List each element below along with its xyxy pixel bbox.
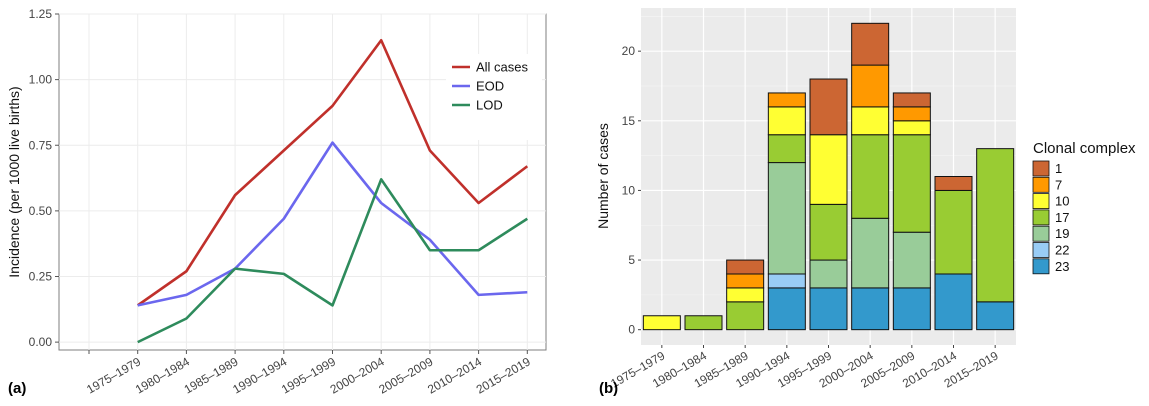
- panel-b-x-ticks: 1975–19791980–19841985–19891990–19941995…: [608, 345, 1001, 391]
- y-tick-label: 0: [628, 323, 635, 337]
- y-tick-label: 0.00: [29, 335, 53, 349]
- bar-segment-cc-23: [976, 301, 1015, 331]
- bar-segment-cc-1: [892, 92, 931, 108]
- x-tick-label: 1980–1984: [133, 354, 192, 396]
- bar-segment-cc-19: [851, 217, 890, 289]
- x-tick-label: 1995–1999: [279, 354, 338, 396]
- legend-label: 19: [1055, 226, 1069, 241]
- x-tick-label: 2010–2014: [425, 354, 484, 396]
- panel-a-y-axis-title: Incidence (per 1000 live births): [6, 86, 22, 277]
- legend-label: 22: [1055, 243, 1069, 258]
- panel-b-y-axis-title: Number of cases: [595, 123, 611, 229]
- legend-swatch: [1032, 160, 1050, 177]
- series-line-eod: [137, 141, 528, 307]
- panel-b-y-ticks: 0 5 10 15 20: [622, 44, 641, 337]
- bar-segment-cc-10: [851, 106, 890, 136]
- panel-a-legend-box: [446, 54, 542, 140]
- bar-segment-cc-23: [892, 287, 931, 331]
- legend-label: 1: [1055, 161, 1062, 176]
- panel-a-label: (a): [8, 380, 26, 397]
- y-tick-label: 10: [622, 183, 636, 197]
- bar-segment-cc-17: [684, 315, 723, 331]
- bar-segment-cc-17: [851, 134, 890, 219]
- legend-label: LOD: [476, 98, 503, 113]
- bar-segment-cc-19: [892, 231, 931, 289]
- bar-segment-cc-1: [851, 22, 890, 66]
- legend-label: 10: [1055, 194, 1069, 209]
- panel-a-legend: All cases EOD LOD: [446, 54, 542, 140]
- bar-segment-cc-10: [642, 315, 681, 331]
- panel-a: 0.00 0.25 0.50 0.75 1.00 1.25 1975–19791980–1…: [6, 7, 547, 397]
- legend-swatch: [1032, 225, 1050, 242]
- x-tick-label: 2000–2004: [328, 354, 387, 396]
- bar-segment-cc-7: [767, 92, 806, 108]
- panel-b-label: (b): [599, 380, 618, 397]
- bar-segment-cc-10: [892, 120, 931, 136]
- x-tick-label: 1990–1994: [230, 354, 289, 396]
- bar-segment-cc-7: [892, 106, 931, 122]
- y-tick-label: 15: [622, 114, 636, 128]
- bar-segment-cc-17: [934, 189, 973, 275]
- y-tick-label: 20: [622, 44, 636, 58]
- panel-b-bars: [642, 22, 1015, 331]
- y-tick-label: 0.50: [29, 204, 53, 218]
- bar-segment-cc-23: [767, 287, 806, 331]
- y-tick-label: 0.25: [29, 270, 53, 284]
- legend-swatch: [1032, 242, 1050, 258]
- y-tick-label: 1.25: [29, 7, 53, 21]
- bar-segment-cc-22: [767, 273, 806, 289]
- y-tick-label: 1.00: [29, 73, 53, 87]
- y-tick-label: 0.75: [29, 138, 53, 152]
- bar-segment-cc-7: [851, 64, 890, 108]
- panel-b: 0 5 10 15 20 1975–19791980–19841985–19891990…: [595, 8, 1136, 397]
- bar-segment-cc-17: [809, 203, 848, 261]
- x-tick-label: 2015–2019: [474, 354, 533, 396]
- legend-label: All cases: [476, 60, 529, 75]
- bar-segment-cc-1: [809, 78, 848, 136]
- x-tick-label: 1985–1989: [182, 354, 241, 396]
- bar-segment-cc-1: [726, 259, 765, 275]
- bar-segment-cc-17: [726, 301, 765, 331]
- bar-segment-cc-7: [726, 273, 765, 289]
- legend-label: 23: [1055, 259, 1069, 274]
- bar-segment-cc-19: [767, 162, 806, 275]
- x-tick-label: 2005–2009: [376, 354, 435, 396]
- panel-a-y-ticks: 0.00 0.25 0.50 0.75 1.00 1.25: [29, 7, 59, 349]
- bar-segment-cc-1: [934, 176, 973, 191]
- bar-segment-cc-10: [809, 134, 848, 205]
- bar-segment-cc-17: [976, 148, 1015, 303]
- bar-segment-cc-23: [851, 287, 890, 331]
- legend-label: EOD: [476, 79, 504, 94]
- bar-segment-cc-10: [726, 287, 765, 303]
- legend-swatch: [1032, 209, 1050, 226]
- panel-b-legend-title: Clonal complex: [1033, 140, 1136, 157]
- bar-segment-cc-23: [934, 273, 973, 331]
- bar-segment-cc-23: [809, 287, 848, 331]
- series-line-all-cases: [136, 38, 529, 307]
- series-line-lod: [137, 178, 529, 344]
- legend-swatch: [1032, 258, 1050, 275]
- x-tick-label: 1975–1979: [84, 354, 143, 396]
- legend-swatch: [1032, 193, 1050, 210]
- bar-segment-cc-17: [892, 134, 931, 233]
- panel-a-lines: [136, 38, 529, 344]
- bar-segment-cc-10: [767, 106, 806, 136]
- y-tick-label: 5: [628, 253, 635, 267]
- legend-swatch: [1032, 176, 1050, 193]
- panel-a-x-ticks: 1975–19791980–19841985–19891990–19941995…: [84, 350, 533, 397]
- legend-label: 17: [1055, 210, 1069, 225]
- legend-label: 7: [1055, 177, 1062, 192]
- bar-segment-cc-17: [767, 134, 806, 164]
- bar-segment-cc-19: [809, 259, 848, 289]
